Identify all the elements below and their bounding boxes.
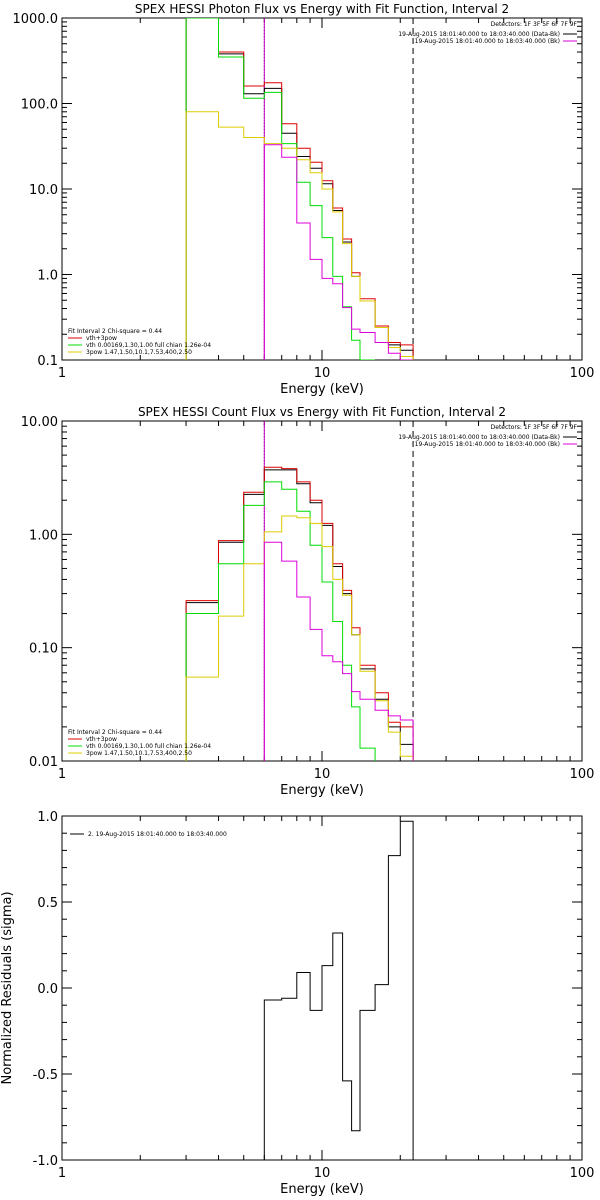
- y-tick-label: -1.0: [33, 1154, 58, 1169]
- x-axis-label: Energy (keV): [280, 382, 364, 397]
- series-line-4: [185, 111, 414, 360]
- time-legend-label: 19-Aug-2015 18:01:40.000 to 18:03:40.000…: [415, 441, 560, 448]
- x-tick-label: 100: [570, 1166, 595, 1181]
- y-tick-label: 1.00: [29, 528, 58, 543]
- x-tick-label: 1: [58, 366, 66, 381]
- x-axis-label: Energy (keV): [280, 1182, 364, 1197]
- x-tick-label: 100: [570, 767, 595, 782]
- series-line-1: [185, 18, 414, 360]
- x-tick-label: 1: [58, 767, 66, 782]
- fit-legend-label: vth 0.00169,1.30,1.00 full chian 1.26e-0…: [86, 743, 211, 750]
- x-tick-label: 1: [58, 1166, 66, 1181]
- series-line-5: [263, 541, 414, 761]
- detectors-text: Detectors: 1F 3F 5F 6F 7F 9F: [491, 424, 578, 431]
- x-tick-label: 10: [314, 767, 331, 782]
- y-tick-label: 0.1: [37, 354, 58, 369]
- y-tick-label: 0.01: [29, 755, 58, 770]
- series-line-3: [185, 18, 376, 360]
- series-line-5: [263, 144, 414, 360]
- y-tick-label: 1000.0: [13, 12, 59, 27]
- series-line-4: [185, 515, 414, 761]
- fit-legend-label: vth+3pow: [86, 736, 117, 743]
- y-tick-label: 0.5: [37, 896, 58, 911]
- y-tick-label: 1.0: [37, 810, 58, 825]
- x-tick-label: 10: [314, 1166, 331, 1181]
- chart-title: SPEX HESSI Photon Flux vs Energy with Fi…: [135, 2, 509, 16]
- plot-panel-2: SPEX HESSI Count Flux vs Energy with Fit…: [21, 405, 595, 798]
- y-tick-label: 10.0: [29, 183, 58, 198]
- y-tick-label: 0.0: [37, 982, 58, 997]
- x-tick-label: 100: [570, 366, 595, 381]
- y-tick-label: 0.10: [29, 642, 58, 657]
- chart-title: SPEX HESSI Count Flux vs Energy with Fit…: [138, 405, 506, 419]
- y-tick-label: -0.5: [33, 1068, 58, 1083]
- y-tick-label: 10.00: [21, 415, 58, 430]
- fit-legend-label: 3pow 1.47,1.50,10.1,7.53,400,2.50: [86, 349, 192, 356]
- x-axis-label: Energy (keV): [280, 783, 364, 798]
- y-tick-label: 1.0: [37, 269, 58, 284]
- y-tick-label: 100.0: [21, 98, 58, 113]
- fit-legend-title: Fit Interval 2 Chi-square = 0.44: [68, 328, 162, 335]
- plot-area: [263, 820, 414, 1160]
- series-line-3: [185, 481, 376, 761]
- series-line-2: [185, 466, 414, 761]
- fit-legend-label: vth 0.00169,1.30,1.00 full chian 1.26e-0…: [86, 342, 211, 349]
- detectors-text: Detectors: 1F 3F 5F 6F 7F 9F: [491, 21, 578, 28]
- plot-panel-1: SPEX HESSI Photon Flux vs Energy with Fi…: [13, 2, 595, 397]
- time-legend-label: 19-Aug-2015 18:01:40.000 to 18:03:40.000…: [398, 31, 560, 38]
- x-tick-label: 10: [314, 366, 331, 381]
- fit-legend-label: 3pow 1.47,1.50,10.1,7.53,400,2.50: [86, 750, 192, 757]
- fit-legend-label: vth+3pow: [86, 335, 117, 342]
- plot-frame: [61, 420, 583, 762]
- fit-legend-title: Fit Interval 2 Chi-square = 0.44: [68, 729, 162, 736]
- plot-panel-3: 1 10 100 1.0 0.5 0.0 -0.5 -1.0 Energy (keV) Norma…: [0, 810, 594, 1197]
- plot-area: [185, 421, 414, 761]
- time-legend-label: 19-Aug-2015 18:01:40.000 to 18:03:40.000…: [415, 38, 560, 45]
- time-legend-label: 19-Aug-2015 18:01:40.000 to 18:03:40.000…: [398, 434, 560, 441]
- series-line-2: [185, 18, 414, 360]
- series-line-1: [185, 469, 414, 761]
- y-axis-label: Normalized Residuals (sigma): [0, 891, 15, 1084]
- residual-legend-label: 2. 19-Aug-2015 18:01:40.000 to 18:03:40.…: [88, 831, 227, 838]
- series-line-1: [263, 820, 414, 1160]
- plot-area: [185, 18, 414, 360]
